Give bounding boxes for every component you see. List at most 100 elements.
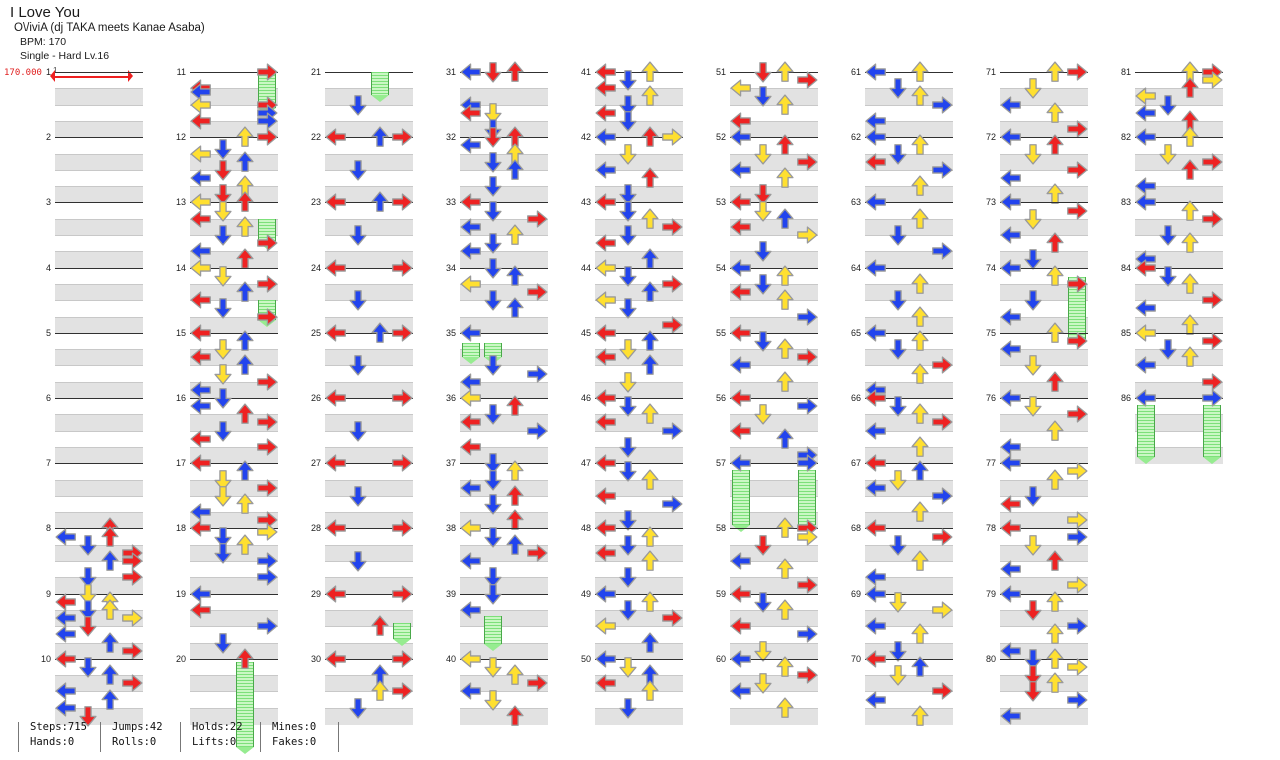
beat-line xyxy=(1000,218,1088,220)
note-right-arrow-icon xyxy=(256,509,278,531)
note-down-arrow-icon xyxy=(752,61,774,83)
note-up-arrow-icon xyxy=(234,248,256,270)
note-left-arrow-icon xyxy=(730,216,752,238)
measure-line xyxy=(865,202,953,204)
beat-band xyxy=(55,381,143,399)
note-right-arrow-icon xyxy=(1066,403,1088,425)
beat-line xyxy=(1135,446,1223,448)
hold-note xyxy=(1068,277,1086,340)
note-up-arrow-icon xyxy=(774,558,796,580)
measure-number: 64 xyxy=(850,262,861,273)
note-down-arrow-icon xyxy=(1022,664,1044,686)
note-up-arrow-icon xyxy=(774,134,796,156)
note-left-arrow-icon xyxy=(190,452,212,474)
measure-line xyxy=(325,593,413,595)
beat-line xyxy=(730,88,818,90)
measure-line xyxy=(460,658,548,660)
beat-line xyxy=(325,88,413,90)
song-header: I Love You O\/iviA (dj TAKA meets Kanae … xyxy=(0,0,600,63)
note-right-arrow-icon xyxy=(1066,159,1088,181)
beat-line xyxy=(190,430,278,432)
note-up-arrow-icon xyxy=(1044,232,1066,254)
note-down-arrow-icon xyxy=(617,200,639,222)
note-left-arrow-icon xyxy=(865,615,887,637)
measure-line xyxy=(460,332,548,334)
beat-line xyxy=(595,251,683,253)
note-up-arrow-icon xyxy=(639,631,661,654)
beat-line xyxy=(1000,561,1088,562)
beat-line xyxy=(595,561,683,562)
note-down-arrow-icon xyxy=(617,534,639,556)
beat-line xyxy=(865,365,953,367)
measure-number: 85 xyxy=(1120,327,1131,338)
measure-line xyxy=(595,658,683,660)
beat-line xyxy=(460,512,548,514)
beat-line xyxy=(190,104,278,106)
measure-line xyxy=(190,398,278,399)
note-up-arrow-icon xyxy=(909,134,931,156)
measure-number: 53 xyxy=(715,197,726,208)
note-down-arrow-icon xyxy=(482,200,504,222)
note-left-arrow-icon xyxy=(325,583,347,605)
measure-line xyxy=(325,332,413,334)
measure-line xyxy=(55,202,143,204)
note-up-arrow-icon xyxy=(909,175,931,197)
measure-line xyxy=(460,463,548,465)
note-left-arrow-icon xyxy=(595,583,617,605)
beat-line xyxy=(190,479,278,481)
measure-number: 40 xyxy=(445,653,456,664)
beat-line xyxy=(1000,577,1088,579)
beat-band xyxy=(325,349,413,367)
note-up-arrow-icon xyxy=(774,208,796,230)
note-left-arrow-icon xyxy=(190,94,212,116)
beat-line xyxy=(325,675,413,677)
beat-line xyxy=(865,186,953,188)
note-right-arrow-icon xyxy=(931,240,953,262)
note-up-arrow-icon xyxy=(504,460,526,482)
measure-line xyxy=(1000,528,1088,530)
note-left-arrow-icon xyxy=(190,110,212,132)
note-left-arrow-icon xyxy=(595,77,617,99)
note-left-arrow-icon xyxy=(460,599,482,621)
beat-line xyxy=(865,283,953,285)
note-right-arrow-icon xyxy=(121,672,143,694)
stat-hands: Hands:0 xyxy=(30,736,75,748)
measure-number: 20 xyxy=(175,653,186,664)
beat-line xyxy=(55,544,143,546)
beat-line xyxy=(325,414,413,416)
beat-line xyxy=(595,153,683,155)
note-right-arrow-icon xyxy=(931,354,953,376)
beat-line xyxy=(190,609,278,611)
beat-line xyxy=(1000,251,1088,253)
note-down-arrow-icon xyxy=(77,615,99,637)
beat-line xyxy=(595,300,683,302)
hold-tail-icon xyxy=(371,94,389,102)
measure-line xyxy=(190,593,278,595)
measure-number: 47 xyxy=(580,458,591,469)
beat-line xyxy=(325,691,413,693)
note-down-arrow-icon xyxy=(1157,143,1179,165)
measure-number: 19 xyxy=(175,588,186,599)
measure-number: 79 xyxy=(985,588,996,599)
note-left-arrow-icon xyxy=(865,420,887,442)
measure-line xyxy=(460,137,548,139)
beat-line xyxy=(55,104,143,106)
note-left-arrow-icon xyxy=(460,680,482,702)
note-up-arrow-icon xyxy=(639,403,661,425)
measure-line xyxy=(1000,463,1088,465)
note-up-arrow-icon xyxy=(504,265,526,287)
beat-line xyxy=(730,495,818,497)
note-left-arrow-icon xyxy=(1000,705,1022,727)
measure-number: 33 xyxy=(445,197,456,208)
note-down-arrow-icon xyxy=(482,151,504,173)
note-left-arrow-icon xyxy=(595,61,617,83)
beat-line xyxy=(460,365,548,367)
beat-band xyxy=(325,414,413,432)
beat-line xyxy=(325,479,413,481)
beat-line xyxy=(325,577,413,579)
beat-line xyxy=(865,512,953,514)
note-down-arrow-icon xyxy=(482,257,504,279)
measure-number: 80 xyxy=(985,653,996,664)
beat-line xyxy=(865,120,953,122)
note-left-arrow-icon xyxy=(595,322,617,344)
